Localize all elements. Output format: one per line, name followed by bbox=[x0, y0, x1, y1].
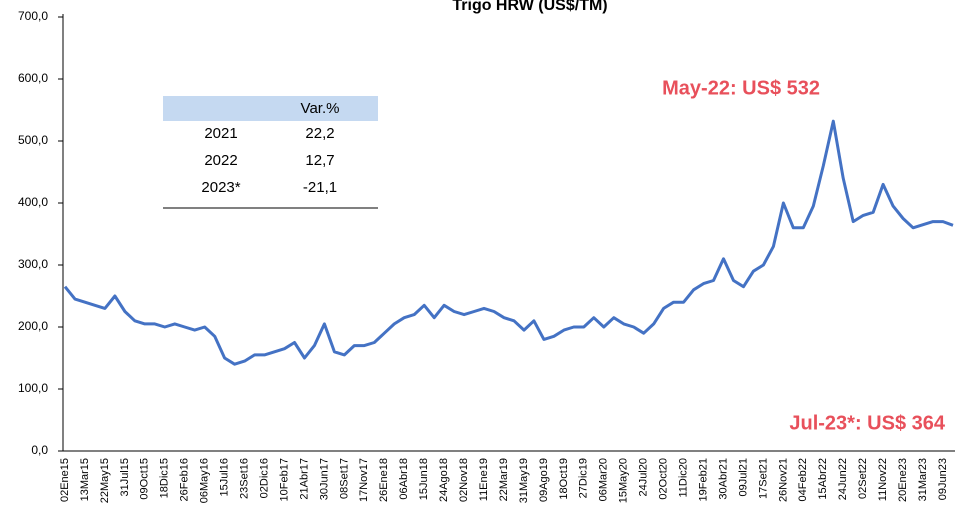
table: 2021 22,2 2022 12,7 2023* -21,1 bbox=[201, 125, 337, 196]
x-tick-label: 22May15 bbox=[99, 458, 111, 503]
y-tick-label: 500,0 bbox=[18, 133, 48, 147]
x-tick-label: 19Feb21 bbox=[697, 458, 709, 501]
x-tick-label: 26Nov21 bbox=[777, 458, 789, 502]
x-tick-label: 11Ene19 bbox=[478, 458, 490, 501]
x-tick-label: 23Set16 bbox=[238, 458, 250, 499]
x-tick-label: 27Dic19 bbox=[578, 458, 590, 498]
x-tick-label: 09Jul21 bbox=[737, 458, 749, 497]
x-tick-label: 18Dic15 bbox=[159, 458, 171, 498]
x-tick-label: 04Feb22 bbox=[797, 458, 809, 501]
x-tick-label: 10Feb17 bbox=[278, 458, 290, 501]
x-tick-label: 15May20 bbox=[618, 458, 630, 503]
x-tick-label: 11Nov22 bbox=[877, 458, 889, 501]
x-tick-label: 09Ago19 bbox=[538, 458, 550, 502]
x-tick-label: 26Ene18 bbox=[378, 458, 390, 502]
annotation: May-22: US$ 532 bbox=[662, 77, 820, 99]
chart-title: Trigo HRW (US$/TM) bbox=[452, 0, 607, 14]
table-header: Var.% bbox=[301, 100, 340, 117]
y-tick-label: 100,0 bbox=[18, 381, 48, 395]
x-tick-label: 06May16 bbox=[199, 458, 211, 503]
x-tick-label: 31May19 bbox=[518, 458, 530, 503]
x-tick-label: 02Ene15 bbox=[59, 458, 71, 502]
x-tick-label: 15Jun18 bbox=[418, 458, 430, 500]
x-tick-label: 22Mar19 bbox=[498, 458, 510, 501]
x-tick-label: 02Set22 bbox=[857, 458, 869, 499]
y-tick-label: 200,0 bbox=[18, 319, 48, 333]
x-tick-label: 15Abr22 bbox=[817, 458, 829, 500]
x-tick-label: 15Jul16 bbox=[219, 458, 231, 497]
y-tick-label: 400,0 bbox=[18, 195, 48, 209]
table-cell: 2021 bbox=[204, 125, 237, 142]
x-tick-label: 17Set21 bbox=[757, 458, 769, 499]
y-tick-label: 300,0 bbox=[18, 257, 48, 271]
x-tick-label: 20Ene23 bbox=[897, 458, 909, 502]
x-tick-label: 21Abr17 bbox=[298, 458, 310, 500]
x-tick-label: 30Abr21 bbox=[717, 458, 729, 500]
annotation: Jul-23*: US$ 364 bbox=[789, 412, 946, 434]
table-cell: -21,1 bbox=[303, 179, 337, 196]
price-line bbox=[63, 119, 954, 366]
x-tick-label: 30Jun17 bbox=[318, 458, 330, 500]
table-cell: 2023* bbox=[201, 179, 240, 196]
x-tick-label: 06Mar20 bbox=[598, 458, 610, 501]
x-tick-label: 31Jul15 bbox=[119, 458, 131, 497]
x-tick-label: 06Abr18 bbox=[398, 458, 410, 500]
table-cell: 12,7 bbox=[305, 152, 334, 169]
x-tick-label: 17Nov17 bbox=[358, 458, 370, 502]
x-tick-label: 26Feb16 bbox=[179, 458, 191, 501]
table-cell: 22,2 bbox=[305, 125, 334, 142]
x-tick-label: 24Jul20 bbox=[638, 458, 650, 497]
table-header-band bbox=[163, 96, 378, 121]
x-tick-label: 13Mar15 bbox=[79, 458, 91, 501]
y-tick-label: 600,0 bbox=[18, 71, 48, 85]
x-tick-label: 24Ago18 bbox=[438, 458, 450, 502]
y-tick-label: 700,0 bbox=[18, 9, 48, 23]
x-tick-label: 02Oct20 bbox=[658, 458, 670, 500]
table-cell: 2022 bbox=[204, 152, 237, 169]
x-tick-label: 08Set17 bbox=[338, 458, 350, 499]
x-tick-label: 02Dic16 bbox=[258, 458, 270, 498]
x-tick-label: 18Oct19 bbox=[558, 458, 570, 500]
x-tick-label: 24Jun22 bbox=[837, 458, 849, 500]
x-tick-label: 02Nov18 bbox=[458, 458, 470, 502]
x-tick-label: 09Oct15 bbox=[139, 458, 151, 500]
x-tick-label: 31Mar23 bbox=[917, 458, 929, 501]
y-tick-label: 0,0 bbox=[31, 443, 48, 457]
x-tick-label: 09Jun23 bbox=[937, 458, 949, 500]
x-tick-label: 11Dic20 bbox=[677, 458, 689, 498]
